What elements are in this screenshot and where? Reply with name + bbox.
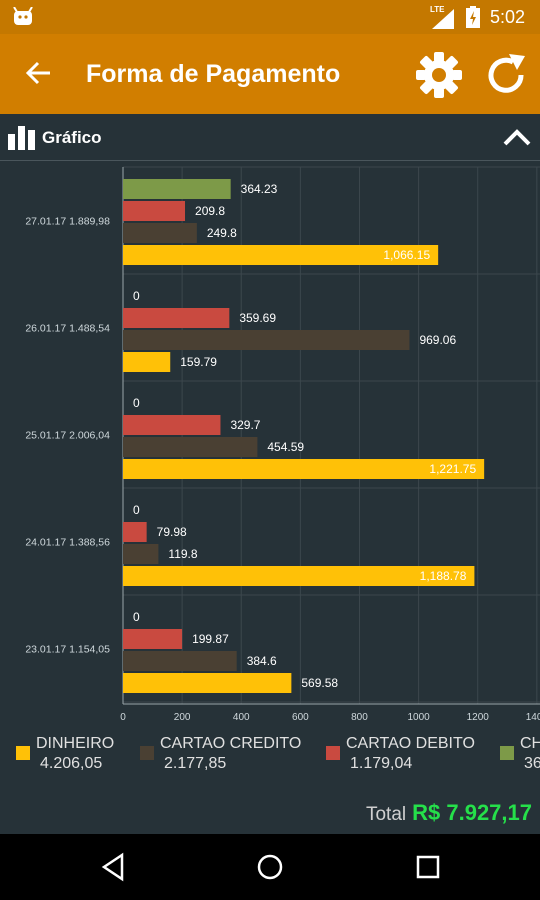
category-label: 26.01.17 1.488,54 — [25, 323, 110, 335]
category-label: 27.01.17 1.889,98 — [25, 216, 110, 228]
legend-name: CARTAO DEBITO — [346, 735, 475, 752]
data-label: 119.8 — [168, 547, 197, 561]
network-type: LTE — [430, 5, 445, 14]
payment-bar-chart: 0 200 400 600 800 1000 1200 1400 27.01.17 1.889,… — [25, 166, 540, 721]
legend-value: 2.177,85 — [164, 755, 227, 772]
data-label: 0 — [133, 289, 140, 303]
bar — [123, 308, 230, 328]
gear-icon[interactable] — [414, 50, 464, 100]
bar — [123, 629, 183, 649]
data-label: 454.59 — [267, 440, 304, 454]
bar — [123, 522, 147, 542]
legend-swatch — [326, 746, 340, 760]
x-tick-label: 800 — [351, 712, 368, 721]
total: Total R$ 7.927,17 — [366, 800, 532, 826]
x-tick-label: 1200 — [467, 712, 490, 721]
app-bar: Forma de Pagamento — [0, 34, 540, 114]
x-tick-label: 0 — [120, 712, 126, 721]
bar — [123, 415, 221, 435]
battery-icon — [466, 6, 480, 28]
bar — [123, 245, 439, 265]
nav-back-icon[interactable] — [98, 852, 128, 882]
data-label: 159.79 — [180, 355, 217, 369]
bar — [123, 223, 197, 243]
x-tick-label: 200 — [174, 712, 191, 721]
data-label: 209.8 — [195, 204, 225, 218]
data-label: 329.7 — [230, 418, 260, 432]
x-tick-label: 400 — [233, 712, 250, 721]
bar — [123, 566, 475, 586]
status-bar: LTE 5:02 — [0, 0, 540, 34]
bar — [123, 673, 292, 693]
data-label: 364.23 — [241, 182, 278, 196]
total-label: Total — [365, 804, 407, 825]
chart-section-header[interactable]: Gráfico — [0, 114, 540, 161]
nav-recents-icon[interactable] — [413, 852, 443, 882]
total-value: R$ 7.927,17 — [412, 800, 532, 825]
legend-name: CH — [520, 735, 540, 752]
data-label: 79.98 — [157, 525, 187, 539]
legend-name: DINHEIRO — [36, 735, 115, 752]
back-arrow-icon[interactable] — [24, 58, 54, 88]
android-icon — [13, 7, 33, 25]
category-label: 23.01.17 1.154,05 — [25, 644, 110, 656]
data-label: 199.87 — [192, 632, 229, 646]
data-label: 1,066.15 — [383, 248, 430, 262]
x-tick-label: 600 — [292, 712, 309, 721]
navigation-bar — [0, 834, 540, 900]
data-label: 384.6 — [247, 654, 277, 668]
legend-swatch — [16, 746, 30, 760]
bar — [123, 352, 171, 372]
legend-value: 36 — [524, 755, 540, 772]
legend-swatch — [500, 746, 514, 760]
data-label: 0 — [133, 610, 140, 624]
bar — [123, 437, 258, 457]
data-label: 1,188.78 — [420, 569, 467, 583]
chevron-up-icon[interactable] — [502, 128, 532, 146]
legend-value: 1.179,04 — [350, 755, 413, 772]
status-time: 5:02 — [490, 7, 526, 27]
x-tick-label: 1000 — [407, 712, 430, 721]
legend-value: 4.206,05 — [40, 755, 103, 772]
data-label: 969.06 — [419, 333, 456, 347]
x-tick-label: 1400 — [526, 712, 540, 721]
section-label: Gráfico — [42, 128, 102, 147]
bar — [123, 179, 231, 199]
legend-name: CARTAO CREDITO — [160, 735, 302, 752]
bar — [123, 201, 186, 221]
data-label: 0 — [133, 503, 140, 517]
nav-home-icon[interactable] — [255, 852, 285, 882]
data-label: 0 — [133, 396, 140, 410]
bar-chart-icon — [8, 126, 35, 150]
legend-swatch — [140, 746, 154, 760]
data-label: 249.8 — [207, 226, 237, 240]
data-label: 1,221.75 — [429, 462, 476, 476]
refresh-icon[interactable] — [483, 52, 529, 98]
data-label: 569.58 — [301, 676, 338, 690]
category-label: 25.01.17 2.006,04 — [25, 430, 110, 442]
page-title: Forma de Pagamento — [86, 60, 341, 88]
data-label: 359.69 — [239, 311, 276, 325]
signal-icon — [432, 9, 454, 29]
bar — [123, 330, 410, 350]
legend: DINHEIRO 4.206,05 CARTAO CREDITO 2.177,85 CA… — [0, 734, 540, 784]
bar — [123, 651, 237, 671]
bar — [123, 459, 485, 479]
bar — [123, 544, 159, 564]
category-label: 24.01.17 1.388,56 — [25, 537, 110, 549]
